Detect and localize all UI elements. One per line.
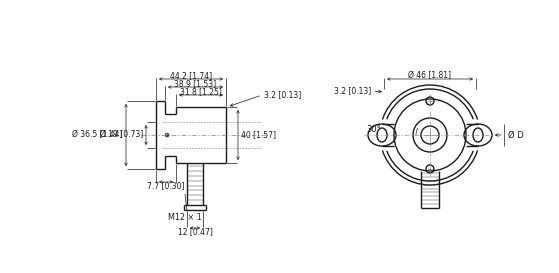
Text: M12 × 1: M12 × 1 xyxy=(168,213,201,222)
Text: Ø 19 [0.73]: Ø 19 [0.73] xyxy=(100,130,143,140)
Text: 40 [1.57]: 40 [1.57] xyxy=(241,130,276,140)
Text: 44.2 [1.74]: 44.2 [1.74] xyxy=(170,71,212,80)
Text: 3.2 [0.13]: 3.2 [0.13] xyxy=(334,87,371,96)
Text: 3.2 [0.13]: 3.2 [0.13] xyxy=(264,91,301,99)
Text: Ø 46 [1.81]: Ø 46 [1.81] xyxy=(409,71,452,80)
Text: Ø D: Ø D xyxy=(508,130,524,140)
Text: 12 [0.47]: 12 [0.47] xyxy=(178,227,212,236)
Text: Ø 36.5 [1.44]: Ø 36.5 [1.44] xyxy=(73,130,123,140)
Text: 38.9 [1.53]: 38.9 [1.53] xyxy=(174,79,216,88)
Text: 31.8 [1.25]: 31.8 [1.25] xyxy=(180,87,222,96)
Text: 30°: 30° xyxy=(367,126,381,135)
Text: 7.7 [0.30]: 7.7 [0.30] xyxy=(147,182,185,191)
